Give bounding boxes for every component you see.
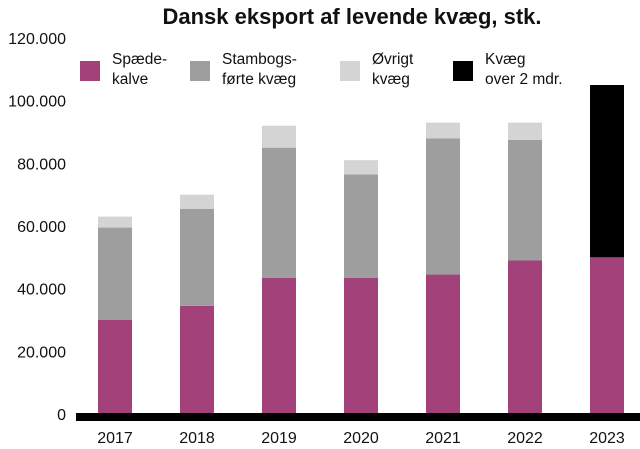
- y-tick-label-0: 0: [57, 407, 66, 424]
- bar-2022-oevrigt-kvaeg: [508, 122, 542, 140]
- x-tick-label-2020: 2020: [343, 430, 379, 447]
- legend-label-line: kalve: [112, 71, 148, 88]
- legend-label-oevrigt-kvaeg: Øvrigt kvæg: [372, 51, 414, 88]
- legend-label-stambogsfoerte-kvaeg: Stambogs-førte kvæg: [222, 51, 297, 88]
- bar-2018-spaedekalve: [180, 305, 214, 414]
- legend-label-line: over 2 mdr.: [485, 71, 563, 88]
- bar-2018-oevrigt-kvaeg: [180, 194, 214, 209]
- legend-label-line: Stambogs-: [222, 51, 297, 68]
- bar-2021-stambogsfoerte-kvaeg: [426, 138, 460, 275]
- x-tick-label-2018: 2018: [179, 430, 215, 447]
- bar-2022-spaedekalve: [508, 260, 542, 414]
- legend-label-line: Øvrigt: [372, 51, 414, 68]
- chart-title: Dansk eksport af levende kvæg, stk.: [162, 4, 541, 29]
- y-tick-label-3: 60.000: [17, 219, 66, 236]
- bar-2020-stambogsfoerte-kvaeg: [344, 174, 378, 278]
- bar-2017-oevrigt-kvaeg: [98, 216, 132, 228]
- legend-label-line: Spæde-: [112, 51, 167, 68]
- legend-label-line: kvæg: [372, 71, 410, 88]
- y-tick-label-4: 80.000: [17, 156, 66, 173]
- bar-2019-oevrigt-kvaeg: [262, 125, 296, 148]
- legend-label-line: førte kvæg: [222, 71, 296, 88]
- bar-2023-spaedekalve: [590, 257, 624, 414]
- y-axis: 0 20.000 40.000 60.000 80.000 100.000 120.000: [8, 31, 66, 424]
- y-tick-label-2: 40.000: [17, 282, 66, 299]
- x-axis-baseline: [76, 413, 640, 421]
- legend: Spæde-kalve Stambogs-førte kvæg Øvrigt kvæg…: [80, 51, 563, 88]
- legend-swatch-stambogsfoerte-kvaeg: [190, 61, 210, 81]
- bar-2019-spaedekalve: [262, 277, 296, 414]
- x-tick-label-2019: 2019: [261, 430, 297, 447]
- legend-swatch-oevrigt-kvaeg: [340, 61, 360, 81]
- bars: [98, 85, 624, 414]
- bar-2020-oevrigt-kvaeg: [344, 160, 378, 175]
- x-tick-label-2022: 2022: [507, 430, 543, 447]
- bar-2020-spaedekalve: [344, 277, 378, 414]
- bar-2021-spaedekalve: [426, 274, 460, 414]
- legend-label-line: Kvæg: [485, 51, 526, 68]
- bar-2017-spaedekalve: [98, 320, 132, 414]
- legend-swatch-kvaeg-over-2-mdr: [453, 61, 473, 81]
- x-tick-label-2023: 2023: [589, 430, 625, 447]
- y-tick-label-5: 100.000: [8, 94, 66, 111]
- x-tick-label-2017: 2017: [97, 430, 133, 447]
- bar-2023-kvaeg-over-2-mdr: [590, 85, 624, 258]
- bar-2017-stambogsfoerte-kvaeg: [98, 227, 132, 320]
- bar-2018-stambogsfoerte-kvaeg: [180, 208, 214, 306]
- x-axis: 2017 2018 2019 2020 2021 2022 2023: [97, 430, 625, 447]
- y-tick-label-6: 120.000: [8, 31, 66, 48]
- legend-swatch-spaedekalve: [80, 61, 100, 81]
- legend-label-kvaeg-over-2-mdr: Kvæg over 2 mdr.: [485, 51, 563, 88]
- x-tick-label-2021: 2021: [425, 430, 461, 447]
- bar-2019-stambogsfoerte-kvaeg: [262, 147, 296, 278]
- bar-2022-stambogsfoerte-kvaeg: [508, 139, 542, 261]
- y-tick-label-1: 20.000: [17, 344, 66, 361]
- bar-2021-oevrigt-kvaeg: [426, 122, 460, 139]
- legend-label-spaedekalve: Spæde-kalve: [112, 51, 167, 88]
